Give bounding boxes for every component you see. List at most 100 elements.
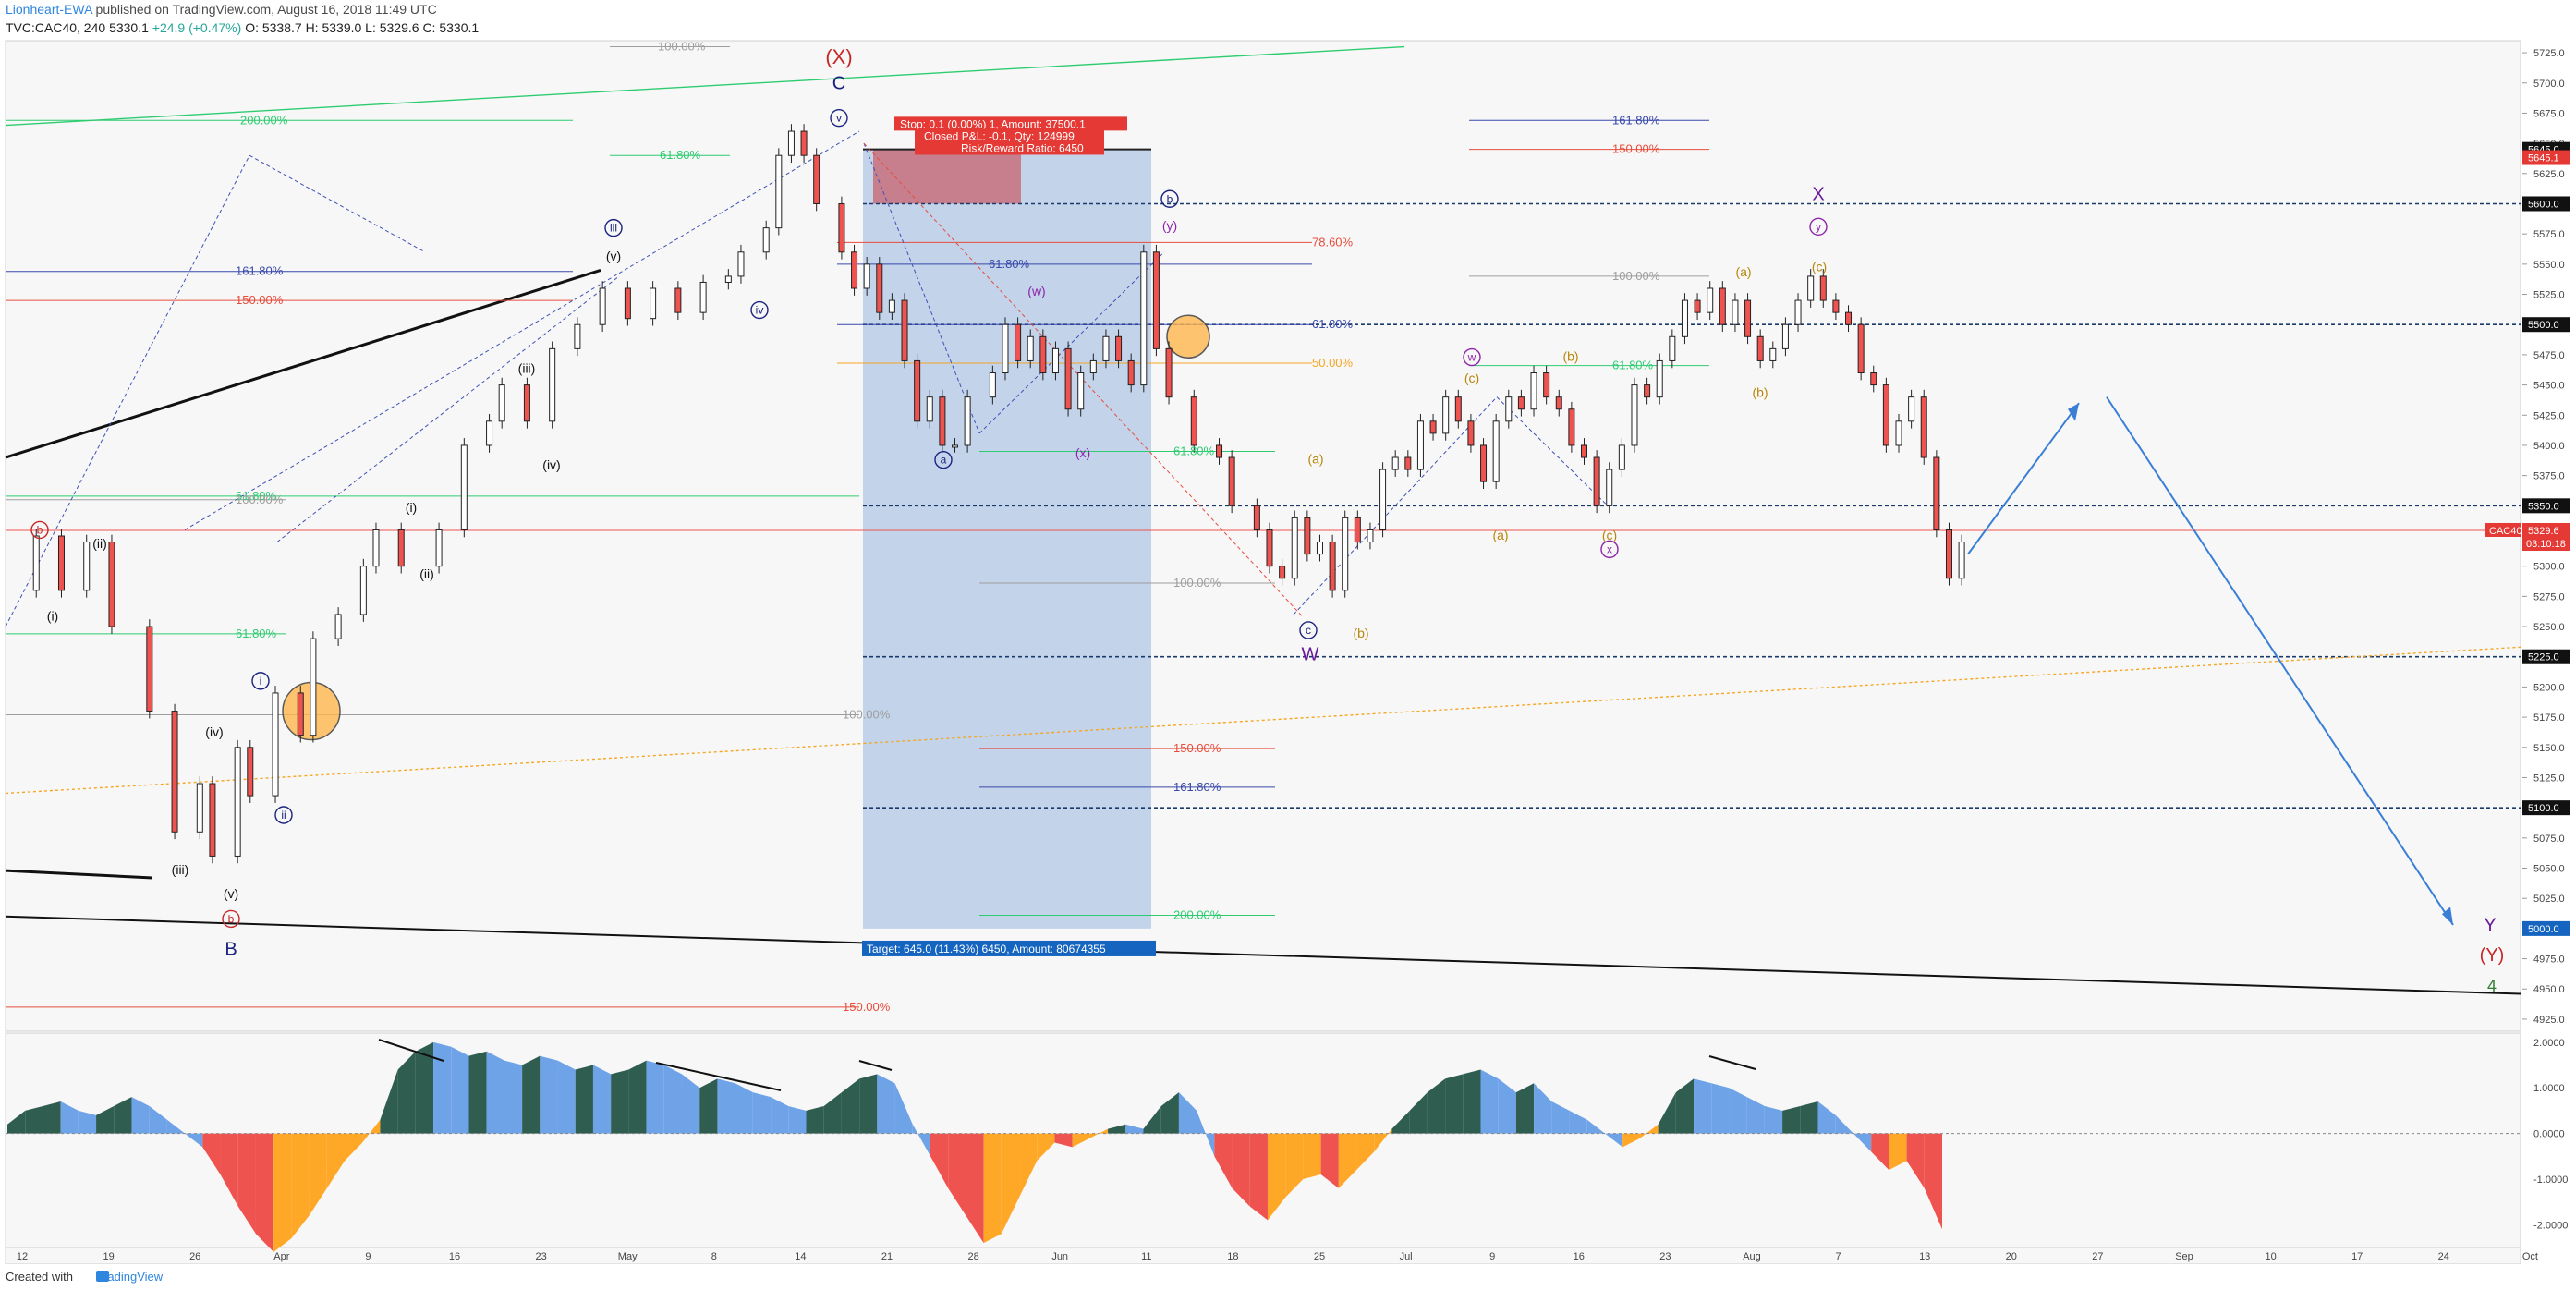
candle-body <box>1304 517 1311 555</box>
candle-body <box>624 287 631 320</box>
oscillator-tick-label: 0.0000 <box>2533 1129 2565 1140</box>
candle-body <box>1505 396 1513 422</box>
price-tick-label: 5150.0 <box>2533 743 2565 754</box>
ohlc-values: O: 5338.7 H: 5339.0 L: 5329.6 C: 5330.1 <box>245 20 480 35</box>
candle-body <box>1794 299 1802 325</box>
candle-body <box>57 535 65 591</box>
price-tag: 5645.1 <box>2528 153 2559 164</box>
time-tick-label: Jul <box>1400 1251 1413 1262</box>
oscillator-bar <box>1037 1133 1055 1162</box>
wave-circle-icon <box>30 520 49 540</box>
candle-body <box>460 444 468 530</box>
price-tag-bg <box>2522 196 2570 212</box>
publish-info: published on TradingView.com, August 16,… <box>95 2 437 17</box>
wave-label-major: B <box>225 940 237 960</box>
price-tick-label: 5050.0 <box>2533 864 2565 875</box>
price-tick-label: 5275.0 <box>2533 591 2565 602</box>
oscillator-bar <box>1711 1083 1730 1134</box>
time-tick-label: Oct <box>2522 1251 2538 1262</box>
oscillator-bar <box>522 1055 541 1134</box>
fib-label: 100.00% <box>843 707 891 721</box>
candle-body <box>1807 275 1815 301</box>
price-chart[interactable]: 200.00%161.80%150.00%61.80%61.80%61.80%1… <box>0 0 2576 1264</box>
candle-body <box>1089 359 1097 374</box>
fib-label: 61.80% <box>660 148 701 162</box>
fib-label: 161.80% <box>1612 113 1660 127</box>
oscillator-bar <box>1445 1074 1464 1134</box>
fib-label: 100.00% <box>1612 269 1660 283</box>
wave-label-circled: x <box>1607 542 1612 555</box>
candle-body <box>1857 323 1865 374</box>
wave-label-major: (Y) <box>2480 945 2505 966</box>
time-tick-label: 16 <box>1574 1251 1585 1262</box>
candle-body <box>1127 359 1135 386</box>
price-tag: 5000.0 <box>2528 924 2559 935</box>
trend-line <box>5 869 153 880</box>
time-tick-label: 27 <box>2092 1251 2103 1262</box>
candle-body <box>523 384 530 422</box>
wave-label-circled: i <box>260 675 262 688</box>
wave-label-minor: (x) <box>1075 445 1090 460</box>
countdown-tag: 03:10:18 <box>2526 539 2566 550</box>
oscillator-bar <box>912 1124 930 1157</box>
fib-label: 150.00% <box>843 1000 891 1014</box>
oscillator-bar <box>877 1074 895 1134</box>
oscillator-bar <box>380 1069 398 1134</box>
wave-path <box>863 142 1304 617</box>
candle-body <box>372 529 380 567</box>
candle-body <box>435 529 443 567</box>
publish-line: Lionheart-EWA published on TradingView.c… <box>6 2 437 17</box>
price-tag-bg <box>2522 150 2570 165</box>
wave-label-major: (X) <box>825 45 852 68</box>
candle-body <box>1517 396 1525 410</box>
author-name[interactable]: Lionheart-EWA <box>6 2 92 17</box>
wave-label-circled: b <box>1167 192 1173 205</box>
wave-label-minor: (ii) <box>92 536 107 551</box>
arrow-head-icon <box>2068 403 2079 421</box>
wave-label-circled: iv <box>756 304 764 317</box>
fib-label: 78.60% <box>1312 235 1354 249</box>
oscillator-bar <box>1534 1083 1552 1134</box>
wave-label-major: C <box>832 73 845 93</box>
oscillator-bar <box>663 1065 683 1134</box>
candle-body <box>1077 372 1085 410</box>
price-axis <box>2522 41 2576 1247</box>
rr-label: Risk/Reward Ratio: 6450 <box>961 141 1084 154</box>
candle-body <box>247 747 254 797</box>
oscillator-bar <box>451 1046 469 1134</box>
price-tag-bg <box>2522 498 2570 514</box>
wave-label-circled: a <box>941 454 947 467</box>
wave-label-minor: (v) <box>224 886 238 901</box>
price-tag-bg <box>2522 649 2570 664</box>
target-label: Target: 645.0 (11.43%) 6450, Amount: 806… <box>867 943 1106 955</box>
oscillator-bar <box>1108 1124 1126 1134</box>
price-tag: 5100.0 <box>2528 803 2559 814</box>
time-tick-label: Jun <box>1051 1251 1068 1262</box>
candle-body <box>171 711 178 833</box>
fib-label: 100.00% <box>236 493 284 506</box>
price-tick-label: 5300.0 <box>2533 562 2565 573</box>
wave-label-major: Y <box>2484 915 2496 935</box>
candle-body <box>1329 542 1336 591</box>
oscillator-tick-label: 1.0000 <box>2533 1083 2565 1094</box>
wave-circle-icon <box>1299 621 1318 639</box>
oscillator-bar <box>735 1083 753 1134</box>
oscillator-bar <box>1285 1133 1304 1198</box>
symbol-name[interactable]: TVC:CAC40, 240 <box>6 20 106 35</box>
oscillator-bar <box>788 1105 807 1134</box>
oscillator-bar <box>345 1133 363 1162</box>
wave-label-major: 4 <box>2487 977 2497 995</box>
oscillator-bar <box>362 1119 381 1143</box>
wave-circle-icon <box>934 450 953 469</box>
wave-label-minor: (i) <box>47 609 58 624</box>
tradingview-link[interactable]: TradingView <box>96 1270 164 1284</box>
price-tick-label: 5475.0 <box>2533 350 2565 361</box>
wave-label-circled: w <box>1467 351 1476 364</box>
oscillator-bar <box>894 1083 913 1134</box>
candle-body <box>108 542 115 627</box>
divergence-line <box>858 1060 893 1071</box>
oscillator-bar <box>1391 1110 1410 1134</box>
wave-label-minor: (a) <box>1735 264 1751 279</box>
time-tick-label: 8 <box>711 1251 717 1262</box>
price-tag: 5225.0 <box>2528 652 2559 663</box>
